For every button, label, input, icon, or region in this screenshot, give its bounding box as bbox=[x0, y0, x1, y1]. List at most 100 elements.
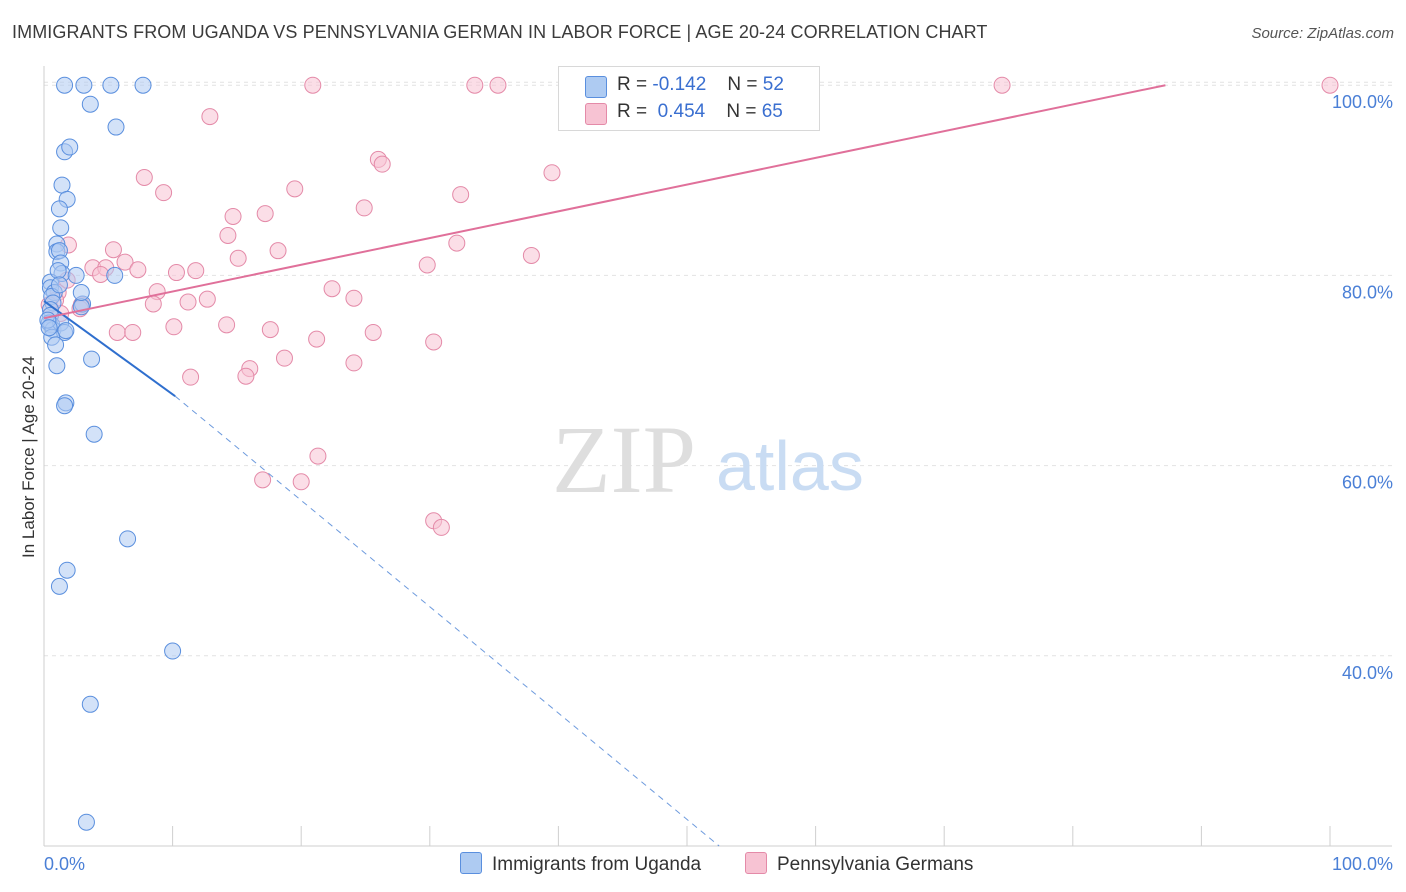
bottom-legend-uganda: Immigrants from Uganda bbox=[460, 852, 701, 876]
penn-point bbox=[345, 354, 363, 372]
stats-legend: R = -0.142 N = 52 R = 0.454 N = 65 bbox=[558, 66, 820, 131]
penn-point bbox=[92, 265, 110, 283]
uganda-point bbox=[48, 357, 66, 375]
bottom-legend-label-penn: Pennsylvania Germans bbox=[777, 854, 974, 875]
y-axis-label: In Labor Force | Age 20-24 bbox=[19, 356, 38, 558]
penn-point bbox=[144, 295, 162, 313]
legend-uganda-n-value: 52 bbox=[762, 74, 784, 95]
penn-point bbox=[187, 262, 205, 280]
penn-point bbox=[432, 518, 450, 536]
legend-penn-n-value: 65 bbox=[761, 101, 783, 122]
watermark: ZIP atlas bbox=[552, 406, 864, 513]
legend-uganda-r-value: -0.142 bbox=[652, 74, 707, 95]
uganda-trend-line bbox=[43, 300, 176, 397]
uganda-point bbox=[57, 322, 75, 340]
uganda-point bbox=[83, 350, 101, 368]
penn-point bbox=[309, 447, 327, 465]
uganda-point bbox=[81, 95, 99, 113]
legend-swatch-penn bbox=[585, 103, 607, 125]
penn-point bbox=[254, 471, 272, 489]
penn-point bbox=[355, 199, 373, 217]
penn-point bbox=[292, 473, 310, 491]
uganda-point bbox=[102, 76, 120, 94]
penn-point bbox=[448, 234, 466, 252]
penn-point bbox=[466, 76, 484, 94]
source-credit: Source: ZipAtlas.com bbox=[1251, 25, 1394, 42]
uganda-point bbox=[61, 138, 79, 156]
penn-point bbox=[237, 367, 255, 385]
uganda-point bbox=[164, 642, 182, 660]
uganda-point bbox=[53, 176, 71, 194]
uganda-point bbox=[56, 397, 74, 415]
uganda-point bbox=[40, 319, 58, 337]
uganda-trend-extension bbox=[174, 395, 720, 847]
penn-point bbox=[104, 241, 122, 259]
uganda-point bbox=[107, 118, 125, 136]
penn-point bbox=[229, 249, 247, 267]
penn-point bbox=[373, 155, 391, 173]
uganda-point bbox=[119, 530, 137, 548]
penn-point bbox=[135, 168, 153, 186]
penn-point bbox=[522, 246, 540, 264]
penn-point bbox=[116, 253, 134, 271]
legend-penn-r-value: 0.454 bbox=[657, 101, 706, 122]
uganda-point bbox=[56, 76, 74, 94]
penn-point bbox=[269, 242, 287, 260]
uganda-point bbox=[77, 813, 95, 831]
penn-point bbox=[124, 323, 142, 341]
penn-point bbox=[201, 108, 219, 126]
y-tick-label: 80.0% bbox=[1342, 282, 1393, 302]
penn-point bbox=[543, 164, 561, 182]
penn-point bbox=[129, 261, 147, 279]
penn-point bbox=[182, 368, 200, 386]
penn-point bbox=[323, 280, 341, 298]
penn-point bbox=[224, 207, 242, 225]
penn-point bbox=[425, 333, 443, 351]
penn-point bbox=[219, 226, 237, 244]
uganda-point bbox=[106, 266, 124, 284]
penn-point bbox=[167, 264, 185, 282]
penn-point bbox=[275, 349, 293, 367]
y-tick-label: 100.0% bbox=[1332, 92, 1393, 112]
penn-point bbox=[165, 318, 183, 336]
x-tick-label-min: 0.0% bbox=[44, 854, 85, 874]
penn-point bbox=[418, 256, 436, 274]
trend-layer bbox=[43, 84, 1166, 847]
penn-point bbox=[1321, 76, 1339, 94]
legend-penn-r-label: R = bbox=[617, 101, 648, 122]
uganda-point bbox=[81, 695, 99, 713]
axis-layer bbox=[43, 66, 1392, 847]
y-tick-label: 40.0% bbox=[1342, 663, 1393, 683]
penn-trend-line bbox=[43, 84, 1166, 320]
uganda-point bbox=[50, 200, 68, 218]
bottom-legend-swatch-uganda bbox=[460, 852, 482, 874]
bottom-legend-label-uganda: Immigrants from Uganda bbox=[492, 854, 702, 875]
penn-point bbox=[345, 289, 363, 307]
penn-point bbox=[304, 76, 322, 94]
uganda-point bbox=[50, 276, 68, 294]
uganda-point bbox=[50, 577, 68, 595]
watermark-atlas: atlas bbox=[716, 427, 864, 505]
chart-title: IMMIGRANTS FROM UGANDA VS PENNSYLVANIA G… bbox=[12, 22, 988, 42]
uganda-point bbox=[52, 219, 70, 237]
uganda-point bbox=[58, 561, 76, 579]
uganda-point bbox=[49, 262, 67, 280]
penn-point bbox=[364, 323, 382, 341]
bottom-legend-swatch-penn bbox=[745, 852, 767, 874]
uganda-point bbox=[47, 336, 65, 354]
watermark-zip: ZIP bbox=[552, 406, 696, 513]
penn-point bbox=[198, 290, 216, 308]
points-layer bbox=[39, 76, 1339, 831]
uganda-point bbox=[67, 266, 85, 284]
legend-uganda-r-label: R = bbox=[617, 74, 648, 95]
legend-swatch-uganda bbox=[585, 76, 607, 98]
uganda-point bbox=[85, 425, 103, 443]
penn-point bbox=[308, 330, 326, 348]
tick-labels: 40.0% 60.0% 80.0% 100.0% 0.0% 100.0% bbox=[44, 92, 1393, 874]
uganda-point bbox=[72, 284, 90, 302]
penn-point bbox=[261, 321, 279, 339]
penn-point bbox=[179, 293, 197, 311]
bottom-legend-penn: Pennsylvania Germans bbox=[745, 852, 973, 876]
uganda-point bbox=[75, 76, 93, 94]
penn-point bbox=[108, 323, 126, 341]
